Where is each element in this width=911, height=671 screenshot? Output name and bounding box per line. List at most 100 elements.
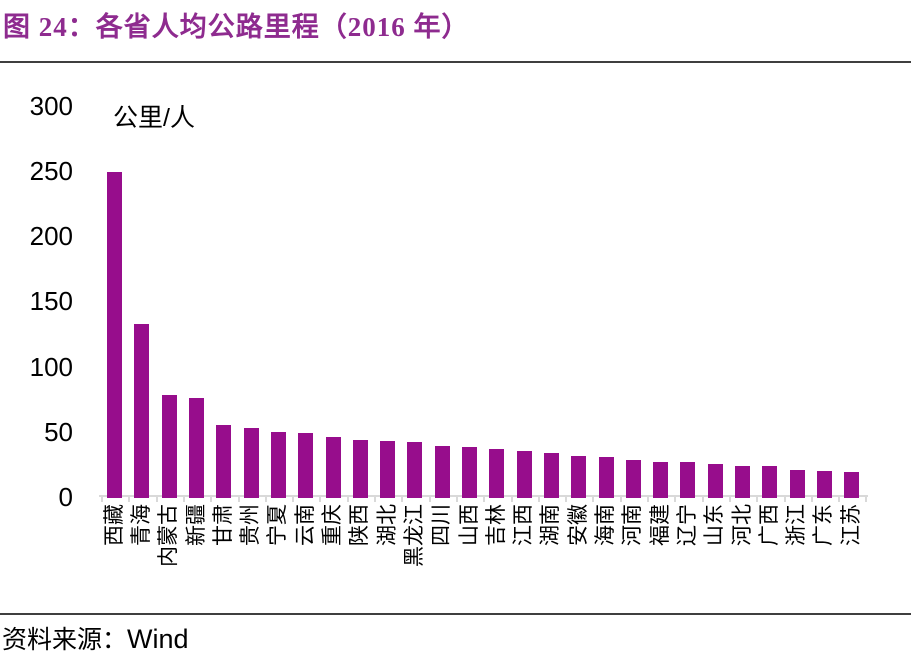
bar-江西 <box>516 451 532 498</box>
bar-内蒙古 <box>161 395 177 498</box>
x-axis-tick-mark <box>865 497 868 502</box>
bar-安徽 <box>571 455 587 498</box>
bar-西藏 <box>107 172 123 498</box>
x-axis-label-text: 山西 <box>457 504 481 546</box>
figure-title: 图 24：各省人均公路里程（2016 年） <box>3 12 470 42</box>
bar-河北 <box>735 465 751 498</box>
x-axis-tick-mark <box>128 497 131 502</box>
x-axis-label-text: 贵州 <box>239 504 263 546</box>
x-axis-tick-mark <box>346 497 349 502</box>
bar-湖北 <box>380 440 396 498</box>
x-axis-tick-mark <box>401 497 404 502</box>
source-value: Wind <box>127 624 189 654</box>
x-axis-label-内蒙古: 内蒙古 <box>156 504 182 614</box>
bar-云南 <box>298 433 314 498</box>
x-axis-label-江苏: 江苏 <box>839 504 865 614</box>
bar-辽宁 <box>680 462 696 498</box>
x-axis-label-福建: 福建 <box>648 504 674 614</box>
x-axis-label-text: 广东 <box>812 504 836 546</box>
x-axis-label-text: 河北 <box>730 504 754 546</box>
x-axis-label-text: 辽宁 <box>675 504 699 546</box>
y-axis-tick-label: 100 <box>29 351 73 382</box>
x-axis-tick-mark <box>483 497 486 502</box>
x-axis-label-河北: 河北 <box>730 504 756 614</box>
bar-甘肃 <box>216 425 232 498</box>
bar-黑龙江 <box>407 442 423 498</box>
source-label: 资料来源： <box>2 627 128 654</box>
x-axis-tick-mark <box>374 497 376 502</box>
x-axis-label-海南: 海南 <box>593 504 619 614</box>
x-axis-tick-mark <box>428 497 431 502</box>
x-axis-tick-mark <box>264 497 267 502</box>
x-axis-label-text: 重庆 <box>321 504 345 546</box>
x-axis-label-text: 海南 <box>594 504 618 546</box>
x-axis-tick-mark <box>701 497 704 502</box>
x-axis-label-text: 黑龙江 <box>402 504 426 567</box>
bar-海南 <box>598 457 614 498</box>
x-axis-tick-mark <box>537 497 540 502</box>
x-axis-tick-mark <box>783 497 786 502</box>
x-axis-label-江西: 江西 <box>511 504 537 614</box>
x-axis-label-重庆: 重庆 <box>320 504 346 614</box>
bar-青海 <box>134 323 150 498</box>
bar-吉林 <box>489 448 505 498</box>
x-axis-label-广东: 广东 <box>811 504 837 614</box>
x-axis-label-text: 江苏 <box>839 504 863 546</box>
x-axis-tick-mark <box>810 497 813 502</box>
x-axis-label-text: 湖北 <box>375 504 399 546</box>
x-axis-label-text: 湖南 <box>539 504 563 546</box>
bar-重庆 <box>325 437 341 498</box>
x-axis-label-湖北: 湖北 <box>375 504 401 614</box>
x-axis-tick-mark <box>592 497 595 502</box>
x-axis-label-text: 内蒙古 <box>157 504 181 567</box>
x-axis-label-吉林: 吉林 <box>484 504 510 614</box>
x-axis-label-text: 四川 <box>430 504 454 546</box>
bottom-divider-line <box>0 613 911 615</box>
x-axis-label-陕西: 陕西 <box>347 504 373 614</box>
bar-福建 <box>653 461 669 498</box>
bar-江苏 <box>844 472 860 498</box>
x-axis-label-text: 云南 <box>293 504 317 546</box>
x-axis-label-广西: 广西 <box>757 504 783 614</box>
y-axis-tick-label: 50 <box>44 416 73 447</box>
x-axis-label-新疆: 新疆 <box>184 504 210 614</box>
x-axis-label-text: 西藏 <box>102 504 126 546</box>
x-axis-tick-mark <box>101 497 103 502</box>
top-divider-line <box>0 61 911 63</box>
bar-四川 <box>434 446 450 498</box>
x-axis-label-湖南: 湖南 <box>538 504 564 614</box>
x-axis-tick-mark <box>292 497 295 502</box>
x-axis-label-text: 江西 <box>512 504 536 546</box>
x-axis-tick-mark <box>674 497 677 502</box>
source-line: 资料来源：Wind <box>2 620 189 656</box>
x-axis-label-河南: 河南 <box>620 504 646 614</box>
x-axis-label-安徽: 安徽 <box>566 504 592 614</box>
x-axis-label-甘肃: 甘肃 <box>211 504 237 614</box>
x-axis-label-text: 陕西 <box>348 504 372 546</box>
x-axis-label-贵州: 贵州 <box>238 504 264 614</box>
x-axis-label-辽宁: 辽宁 <box>675 504 701 614</box>
x-axis-label-text: 青海 <box>129 504 153 546</box>
x-axis-label-text: 新疆 <box>184 504 208 546</box>
x-axis-label-text: 宁夏 <box>266 504 290 546</box>
bar-宁夏 <box>270 431 286 498</box>
x-axis-label-text: 河南 <box>621 504 645 546</box>
x-axis-tick-mark <box>647 497 649 502</box>
x-axis-tick-mark <box>619 497 622 502</box>
y-axis-unit-label: 公里/人 <box>113 104 195 132</box>
bar-新疆 <box>189 397 205 498</box>
x-axis-tick-mark <box>455 497 458 502</box>
x-axis-label-山西: 山西 <box>457 504 483 614</box>
x-axis-tick-mark <box>237 497 240 502</box>
x-axis-tick-mark <box>319 497 322 502</box>
bar-河南 <box>625 460 641 498</box>
x-axis-tick-mark <box>756 497 759 502</box>
x-axis-label-text: 福建 <box>648 504 672 546</box>
x-axis-label-text: 浙江 <box>785 504 809 546</box>
x-axis-tick-mark <box>838 497 841 502</box>
x-axis-tick-mark <box>210 497 213 502</box>
bar-陕西 <box>352 439 368 498</box>
bar-广东 <box>816 470 832 498</box>
bar-chart: 公里/人 0 50 100 150 200 250 300 西藏 青海 内蒙古 新疆 甘肃 贵州 宁夏 云南… <box>0 63 911 611</box>
